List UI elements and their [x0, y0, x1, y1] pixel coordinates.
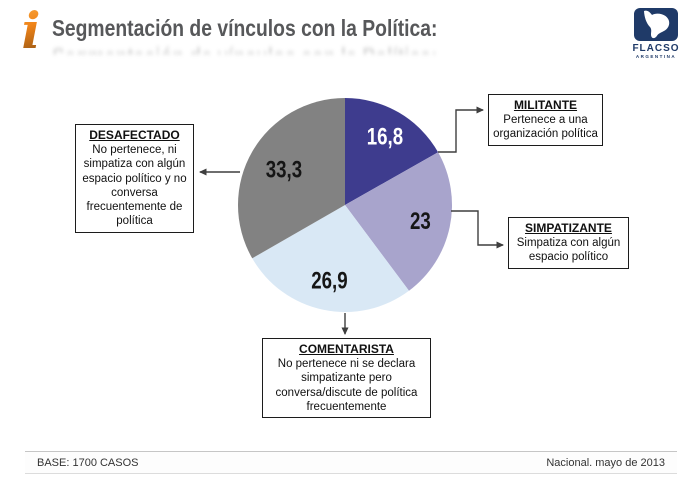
flacso-map-icon: [634, 8, 678, 41]
callout-simpatizante-body: Simpatiza con algún espacio político: [516, 237, 621, 264]
callout-militante: MILITANTE Pertenece a una organización p…: [488, 94, 603, 146]
flacso-logo: FLACSO ARGENTINA: [630, 8, 682, 59]
callout-comentarista: COMENTARISTA No pertenece ni se declara …: [262, 338, 431, 418]
flacso-name: FLACSO: [632, 43, 680, 54]
callout-militante-body: Pertenece a una organización política: [493, 114, 598, 141]
callout-simpatizante-title: SIMPATIZANTE: [525, 221, 612, 235]
footer-base-text: BASE: 1700 CASOS: [37, 456, 139, 469]
callout-comentarista-body: No pertenece ni se declara simpatizante …: [275, 358, 418, 413]
callout-desafectado: DESAFECTADO No pertenece, ni simpatiza c…: [75, 124, 194, 233]
pie-value-simpatizante: 23: [410, 208, 431, 235]
pie-slice-simpatizante: [345, 152, 453, 291]
flacso-subtitle: ARGENTINA: [635, 54, 677, 59]
callout-simpatizante: SIMPATIZANTE Simpatiza con algún espacio…: [508, 217, 629, 269]
ibarometro-logo-icon: i: [10, 2, 52, 60]
pie-value-desafectado: 33,3: [266, 156, 302, 183]
callout-comentarista-title: COMENTARISTA: [299, 342, 394, 356]
page-title: Segmentación de vínculos con la Política…: [52, 15, 438, 41]
pie-slices: 16,8 23 26,9 33,3: [237, 98, 453, 313]
footer-scope-text: Nacional. mayo de 2013: [546, 456, 665, 469]
connector-simpatizante: [451, 210, 504, 249]
title-reflection: Segmentación de vínculos con la Política…: [52, 43, 437, 54]
pie-slice-militante: [345, 98, 439, 205]
pie-value-comentarista: 26,9: [311, 267, 347, 294]
latin-america-map-icon: [644, 10, 670, 39]
callout-desafectado-title: DESAFECTADO: [89, 128, 180, 142]
pie-slice-desafectado: [237, 98, 345, 259]
callout-militante-title: MILITANTE: [513, 98, 578, 112]
pie-value-militante: 16,8: [367, 123, 403, 150]
callout-desafectado-body: No pertenece, ni simpatiza con algún esp…: [82, 144, 187, 228]
footer-bar: BASE: 1700 CASOS Nacional. mayo de 2013: [25, 451, 677, 474]
pie-slice-comentarista: [252, 205, 409, 313]
connector-militante: [438, 106, 484, 153]
